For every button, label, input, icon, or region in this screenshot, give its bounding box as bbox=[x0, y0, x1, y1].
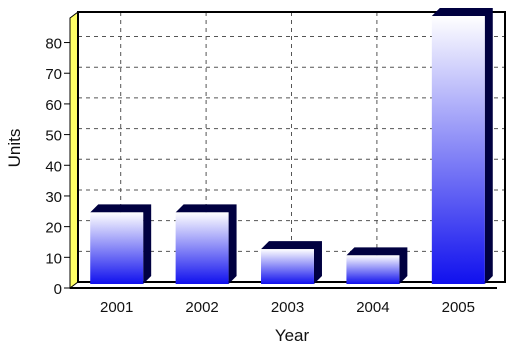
y-tick-label: 40 bbox=[45, 158, 62, 175]
y-tick-label: 20 bbox=[45, 220, 62, 237]
y-axis-side-wall bbox=[69, 11, 79, 289]
y-tick-label: 50 bbox=[45, 128, 62, 145]
y-axis-label: Units bbox=[5, 129, 24, 168]
bar-3d-side bbox=[90, 204, 152, 284]
x-tick-label: 2004 bbox=[356, 299, 389, 316]
x-tick-label: 2001 bbox=[100, 299, 133, 316]
y-tick-label: 80 bbox=[45, 36, 62, 53]
bar-3d-side bbox=[346, 247, 408, 284]
bars bbox=[90, 8, 493, 284]
plot-frame bbox=[69, 11, 506, 289]
y-tick-label: 60 bbox=[45, 97, 62, 114]
bar bbox=[346, 255, 400, 284]
y-tick-label: 30 bbox=[45, 189, 62, 206]
bar bbox=[175, 212, 229, 284]
bar bbox=[431, 16, 485, 284]
x-tick-label: 2002 bbox=[185, 299, 218, 316]
bar-3d-side bbox=[261, 241, 322, 284]
bar bbox=[261, 249, 314, 284]
y-tick-label: 0 bbox=[54, 281, 62, 298]
bar bbox=[90, 212, 144, 284]
x-axis-ticks: 2001 2002 2003 2004 2005 bbox=[100, 299, 475, 316]
x-axis-label: Year bbox=[275, 326, 310, 345]
y-axis-ticks: 0 10 20 30 40 50 60 70 80 bbox=[45, 36, 70, 298]
x-tick-label: 2003 bbox=[271, 299, 304, 316]
y-tick-label: 70 bbox=[45, 66, 62, 83]
x-tick-label: 2005 bbox=[442, 299, 475, 316]
bar-3d-side bbox=[175, 204, 237, 284]
y-tick-label: 10 bbox=[45, 250, 62, 267]
bar-3d-side bbox=[431, 8, 493, 284]
